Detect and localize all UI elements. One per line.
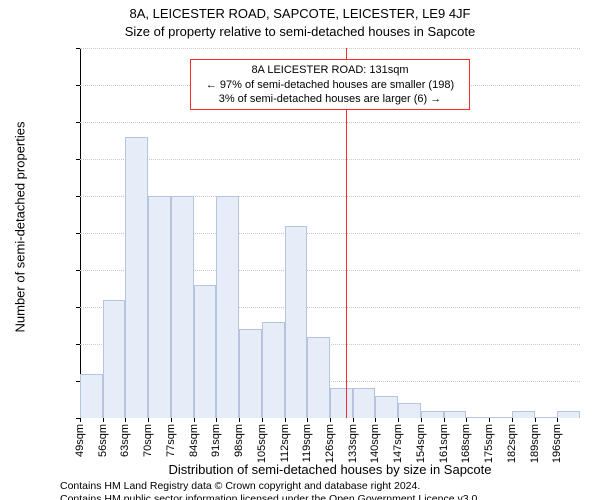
x-tick-mark (398, 418, 399, 422)
x-tick-mark (239, 418, 240, 422)
histogram-bar (103, 300, 126, 418)
chart-title-line1: 8A, LEICESTER ROAD, SAPCOTE, LEICESTER, … (0, 6, 600, 21)
x-tick-mark (557, 418, 558, 422)
y-tick-mark (76, 233, 80, 234)
x-tick-mark (262, 418, 263, 422)
x-tick-mark (148, 418, 149, 422)
histogram-bar (421, 411, 444, 418)
histogram-bar (171, 196, 194, 418)
annotation-box: 8A LEICESTER ROAD: 131sqm← 97% of semi-d… (190, 59, 470, 110)
x-tick-mark (330, 418, 331, 422)
annotation-line: 3% of semi-detached houses are larger (6… (197, 92, 463, 106)
x-tick-mark (489, 418, 490, 422)
histogram-bar (125, 137, 148, 418)
histogram-bar (375, 396, 398, 418)
x-tick-mark (353, 418, 354, 422)
x-tick-mark (171, 418, 172, 422)
x-tick-mark (466, 418, 467, 422)
y-tick-mark (76, 344, 80, 345)
x-tick-mark (285, 418, 286, 422)
x-tick-mark (194, 418, 195, 422)
histogram-bar (444, 411, 467, 418)
x-tick-mark (444, 418, 445, 422)
chart-title-line2: Size of property relative to semi-detach… (0, 24, 600, 39)
histogram-bar (80, 374, 103, 418)
y-tick-mark (76, 122, 80, 123)
y-tick-mark (76, 196, 80, 197)
x-tick-mark (421, 418, 422, 422)
histogram-bar (239, 329, 262, 418)
x-tick-mark (125, 418, 126, 422)
histogram-bar (489, 417, 512, 418)
histogram-bar (330, 388, 353, 418)
histogram-bar (398, 403, 421, 418)
histogram-bar (194, 285, 217, 418)
gridline (80, 48, 580, 49)
x-tick-mark (80, 418, 81, 422)
histogram-bar (285, 226, 308, 418)
y-tick-mark (76, 85, 80, 86)
x-tick-mark (216, 418, 217, 422)
histogram-bar (557, 411, 580, 418)
y-tick-mark (76, 270, 80, 271)
y-tick-mark (76, 159, 80, 160)
plot-area: 8A LEICESTER ROAD: 131sqm← 97% of semi-d… (80, 48, 580, 418)
y-axis-label: Number of semi-detached properties (13, 133, 28, 333)
histogram-bar (216, 196, 239, 418)
x-tick-mark (512, 418, 513, 422)
gridline (80, 159, 580, 160)
histogram-bar (353, 388, 376, 418)
annotation-line: ← 97% of semi-detached houses are smalle… (197, 78, 463, 92)
footer-line1: Contains HM Land Registry data © Crown c… (60, 480, 420, 492)
histogram-bar (262, 322, 285, 418)
y-tick-mark (76, 307, 80, 308)
x-tick-mark (103, 418, 104, 422)
histogram-bar (535, 417, 558, 418)
x-tick-mark (535, 418, 536, 422)
histogram-bar (466, 417, 489, 418)
histogram-bar (148, 196, 171, 418)
x-tick-mark (307, 418, 308, 422)
y-tick-mark (76, 48, 80, 49)
x-tick-mark (375, 418, 376, 422)
footer-line2: Contains HM public sector information li… (60, 493, 480, 500)
gridline (80, 122, 580, 123)
chart-container: 8A, LEICESTER ROAD, SAPCOTE, LEICESTER, … (0, 0, 600, 500)
histogram-bar (512, 411, 535, 418)
histogram-bar (307, 337, 330, 418)
annotation-line: 8A LEICESTER ROAD: 131sqm (197, 63, 463, 77)
x-axis-label: Distribution of semi-detached houses by … (80, 462, 580, 477)
